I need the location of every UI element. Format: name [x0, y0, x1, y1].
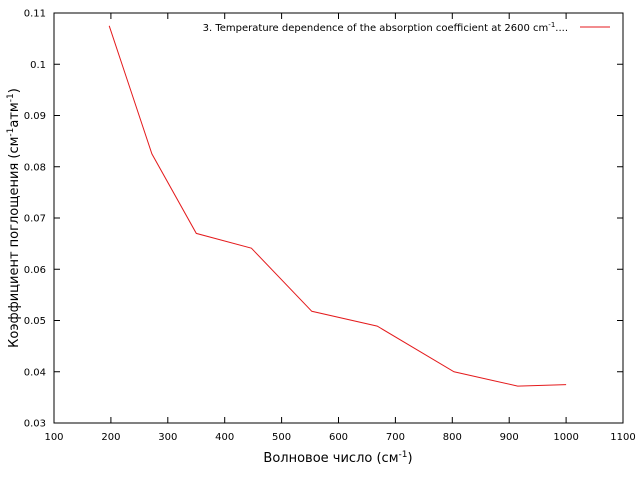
x-tick-label: 100 [44, 432, 63, 443]
y-tick-label: 0.11 [24, 9, 46, 20]
y-tick-label: 0.04 [24, 367, 46, 378]
series-line-0 [108, 25, 567, 387]
x-tick-label: 500 [272, 432, 291, 443]
y-axis-ticks: 0.03 0.04 0.05 0.06 0.07 0.08 0.09 0.1 0.11 [24, 9, 623, 430]
x-tick-label: 300 [158, 432, 177, 443]
y-tick-label: 0.1 [30, 60, 46, 71]
y-tick-label: 0.07 [24, 214, 46, 225]
x-tick-label: 600 [329, 432, 348, 443]
x-tick-label: 200 [101, 432, 120, 443]
x-tick-label: 400 [215, 432, 234, 443]
x-tick-label: 700 [386, 432, 405, 443]
y-axis-title: Коэффициент поглощения (см-1атм-1) [6, 88, 22, 348]
series-layer [108, 25, 567, 387]
x-axis-title: Волновое число (см-1) [263, 450, 412, 466]
x-tick-label: 1000 [553, 432, 578, 443]
y-tick-label: 0.03 [24, 419, 46, 430]
legend: 3. Temperature dependence of the absorpt… [203, 21, 610, 34]
y-tick-label: 0.05 [24, 316, 46, 327]
plot-frame [53, 12, 624, 424]
legend-label: 3. Temperature dependence of the absorpt… [203, 21, 568, 34]
y-tick-label: 0.09 [24, 111, 46, 122]
x-tick-label: 800 [443, 432, 462, 443]
x-axis-ticks: 100 200 300 400 500 600 700 800 900 1000 1100 [44, 13, 636, 443]
x-tick-label: 1100 [610, 432, 635, 443]
y-tick-label: 0.06 [24, 265, 46, 276]
x-tick-label: 900 [500, 432, 519, 443]
y-tick-label: 0.08 [24, 162, 46, 173]
